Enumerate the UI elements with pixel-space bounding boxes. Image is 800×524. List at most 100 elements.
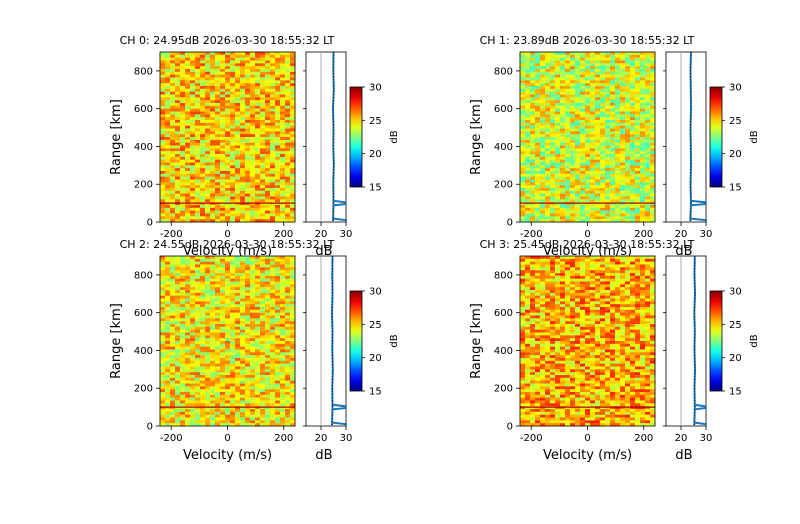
heatmap-cell <box>560 112 565 115</box>
heatmap-cell <box>255 284 260 287</box>
heatmap-cell <box>230 279 235 282</box>
heatmap-cell <box>190 344 195 347</box>
heatmap-cell <box>280 341 285 344</box>
heatmap-cell <box>545 134 550 137</box>
heatmap-cell <box>625 55 630 58</box>
heatmap-cell <box>645 112 650 115</box>
heatmap-cell <box>565 171 570 174</box>
heatmap-cell <box>170 171 175 174</box>
heatmap-cell <box>525 165 530 168</box>
heatmap-cell <box>580 148 585 151</box>
heatmap-cell <box>600 131 605 134</box>
heatmap-cell <box>595 131 600 134</box>
heatmap-cell <box>190 299 195 302</box>
heatmap-cell <box>255 185 260 188</box>
heatmap-cell <box>245 381 250 384</box>
heatmap-cell <box>165 106 170 109</box>
heatmap-cell <box>610 151 615 154</box>
heatmap-cell <box>275 100 280 103</box>
heatmap-cell <box>160 191 165 194</box>
heatmap-cell <box>160 304 165 307</box>
heatmap-cell <box>615 148 620 151</box>
heatmap-cell <box>160 194 165 197</box>
heatmap-cell <box>290 129 295 132</box>
heatmap-cell <box>290 358 295 361</box>
heatmap-cell <box>555 112 560 115</box>
heatmap-cell <box>185 364 190 367</box>
heatmap-cell <box>270 191 275 194</box>
heatmap-cell <box>240 174 245 177</box>
heatmap-cell <box>270 86 275 89</box>
heatmap-cell <box>200 273 205 276</box>
heatmap-cell <box>250 123 255 126</box>
heatmap-cell <box>210 151 215 154</box>
heatmap-cell <box>170 304 175 307</box>
heatmap-cell <box>230 66 235 69</box>
heatmap-cell <box>635 83 640 86</box>
heatmap-cell <box>205 199 210 202</box>
heatmap-cell <box>290 191 295 194</box>
heatmap-cell <box>160 316 165 319</box>
heatmap-cell <box>175 284 180 287</box>
heatmap-cell <box>540 83 545 86</box>
heatmap-cell <box>185 290 190 293</box>
heatmap-cell <box>290 313 295 316</box>
heatmap-cell <box>275 375 280 378</box>
heatmap-cell <box>200 109 205 112</box>
heatmap-cell <box>265 279 270 282</box>
heatmap-cell <box>175 420 180 423</box>
heatmap-cell <box>540 131 545 134</box>
heatmap-cell <box>560 129 565 132</box>
heatmap-cell <box>170 409 175 412</box>
heatmap-cell <box>195 112 200 115</box>
heatmap-cell <box>270 197 275 200</box>
heatmap-cell <box>240 95 245 98</box>
heatmap-cell <box>210 282 215 285</box>
heatmap-cell <box>245 350 250 353</box>
heatmap-cell <box>250 318 255 321</box>
heatmap-cell <box>580 214 585 217</box>
heatmap-cell <box>615 126 620 129</box>
heatmap-cell <box>255 384 260 387</box>
heatmap-cell <box>550 131 555 134</box>
heatmap-cell <box>630 205 635 208</box>
heatmap-cell <box>210 66 215 69</box>
heatmap-cell <box>280 58 285 61</box>
heatmap-cell <box>185 63 190 66</box>
heatmap-cell <box>530 117 535 120</box>
heatmap-cell <box>565 157 570 160</box>
heatmap-cell <box>255 355 260 358</box>
heatmap-cell <box>205 344 210 347</box>
heatmap-cell <box>195 395 200 398</box>
heatmap-cell <box>235 165 240 168</box>
heatmap-cell <box>215 352 220 355</box>
colorbar-gradient <box>350 87 362 187</box>
heatmap-cell <box>190 123 195 126</box>
heatmap-cell <box>160 392 165 395</box>
heatmap-cell <box>255 151 260 154</box>
heatmap-cell <box>275 296 280 299</box>
heatmap-cell <box>225 270 230 273</box>
heatmap-cell <box>165 409 170 412</box>
heatmap-cell <box>570 97 575 100</box>
heatmap-cell <box>265 160 270 163</box>
heatmap-cell <box>585 89 590 92</box>
heatmap-cell <box>270 256 275 259</box>
heatmap-cell <box>240 151 245 154</box>
heatmap-cell <box>565 126 570 129</box>
spectrum-heatmap <box>160 256 295 426</box>
heatmap-cell <box>190 358 195 361</box>
heatmap-cell <box>205 350 210 353</box>
heatmap-cell <box>640 214 645 217</box>
heatmap-cell <box>530 95 535 98</box>
heatmap-cell <box>625 80 630 83</box>
heatmap-cell <box>225 386 230 389</box>
heatmap-cell <box>250 69 255 72</box>
heatmap-cell <box>240 72 245 75</box>
heatmap-cell <box>570 52 575 55</box>
heatmap-cell <box>270 267 275 270</box>
heatmap-cell <box>580 112 585 115</box>
heatmap-cell <box>565 216 570 219</box>
heatmap-cell <box>195 55 200 58</box>
heatmap-cell <box>240 350 245 353</box>
